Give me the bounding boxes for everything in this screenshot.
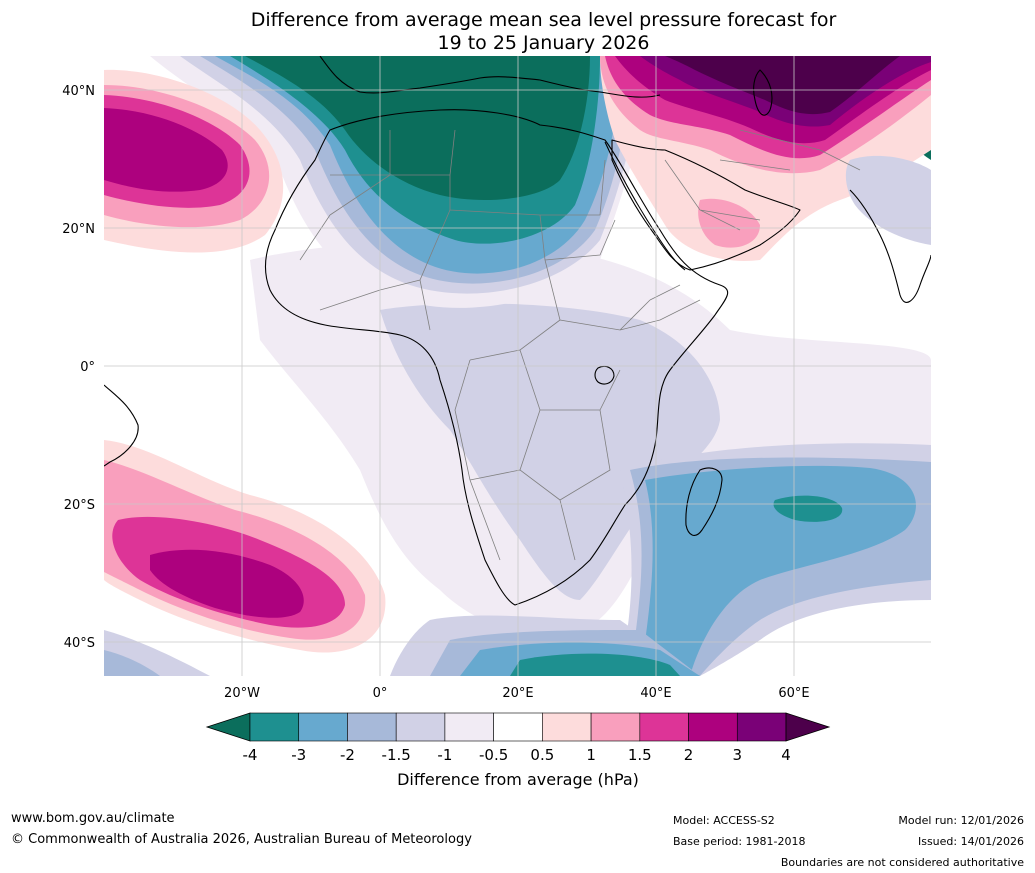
redsea-coast bbox=[604, 141, 686, 271]
south-america-coast bbox=[104, 384, 139, 467]
anomaly-neg15-sw bbox=[104, 650, 160, 676]
base-period: Base period: 1981-2018 bbox=[673, 835, 806, 848]
title-line-2: 19 to 25 January 2026 bbox=[437, 32, 650, 54]
colorbar-swatch bbox=[347, 712, 397, 742]
colorbar-tick-label: -3 bbox=[291, 746, 306, 764]
arabia-coast bbox=[611, 139, 801, 271]
colorbar-tick-label: 0.5 bbox=[530, 746, 554, 764]
map-area[interactable] bbox=[104, 56, 931, 676]
lat-label-40n: 40°N bbox=[62, 84, 95, 99]
colorbar-swatch bbox=[736, 712, 787, 742]
anomaly-pos2-natl bbox=[104, 108, 228, 192]
anomaly-neg-tibet bbox=[845, 155, 931, 245]
colorbar-tick-label: 1 bbox=[586, 746, 596, 764]
footer-run-info: Model run: 12/01/2026 Issued: 14/01/2026… bbox=[781, 810, 1024, 873]
colorbar-swatch bbox=[639, 712, 689, 742]
colorbar: -4 -3 -2 -1.5 -1 -0.5 0.5 1 1.5 2 3 4 bbox=[205, 712, 831, 764]
lon-label-60e: 60°E bbox=[778, 686, 809, 701]
lon-label-20w: 20°W bbox=[224, 686, 260, 701]
anomaly-pos2-satl bbox=[150, 549, 304, 618]
colorbar-arrow-low bbox=[205, 712, 251, 742]
model-name: Model: ACCESS-S2 bbox=[673, 814, 775, 827]
colorbar-swatch bbox=[298, 712, 348, 742]
model-run-date: Model run: 12/01/2026 bbox=[898, 814, 1024, 827]
longitude-labels: 20°W 0° 20°E 40°E 60°E bbox=[224, 686, 810, 701]
colorbar-tick-label: -4 bbox=[243, 746, 258, 764]
issued-date: Issued: 14/01/2026 bbox=[917, 835, 1024, 848]
latitude-labels: 40°N 20°N 0° 20°S 40°S bbox=[62, 84, 95, 651]
website-link[interactable]: www.bom.gov.au/climate bbox=[11, 811, 175, 826]
anomaly-neg3-south bbox=[510, 653, 680, 676]
colorbar-arrow-high bbox=[785, 712, 831, 742]
anomaly-neg3-madagascar-east bbox=[773, 495, 843, 522]
lat-label-0: 0° bbox=[80, 360, 95, 375]
lat-label-20n: 20°N bbox=[62, 222, 95, 237]
colorbar-swatch bbox=[493, 712, 543, 742]
footer-model-info: Model: ACCESS-S2 Base period: 1981-2018 bbox=[673, 810, 805, 852]
africa-coast bbox=[264, 109, 729, 606]
colorbar-tick-label: -1 bbox=[437, 746, 452, 764]
colorbar-tick-label: 2 bbox=[684, 746, 694, 764]
lat-label-20s: 20°S bbox=[64, 498, 95, 513]
coastlines bbox=[104, 56, 931, 606]
colorbar-tick-label: -2 bbox=[340, 746, 355, 764]
colorbar-tick-label: 1.5 bbox=[628, 746, 652, 764]
boundaries-disclaimer: Boundaries are not considered authoritat… bbox=[780, 856, 1024, 869]
colorbar-swatch bbox=[688, 712, 738, 742]
lat-label-40s: 40°S bbox=[64, 636, 95, 651]
colorbar-tick-label: 3 bbox=[732, 746, 742, 764]
chart-title: Difference from average mean sea level p… bbox=[0, 9, 1035, 55]
colorbar-swatch bbox=[395, 712, 446, 742]
lon-label-0: 0° bbox=[373, 686, 388, 701]
madagascar-coast bbox=[685, 467, 723, 536]
europe-coast bbox=[319, 56, 661, 98]
anomaly-pos4-me bbox=[665, 56, 900, 115]
copyright-text: © Commonwealth of Australia 2026, Austra… bbox=[11, 832, 472, 847]
colorbar-swatch bbox=[542, 712, 592, 742]
lon-label-20e: 20°E bbox=[502, 686, 533, 701]
country-borders bbox=[299, 129, 861, 561]
caspian-coast bbox=[753, 69, 773, 116]
border-lines bbox=[299, 129, 861, 561]
colorbar-tick-label: -1.5 bbox=[382, 746, 411, 764]
title-line-1: Difference from average mean sea level p… bbox=[250, 9, 837, 31]
colorbar-swatch bbox=[590, 712, 641, 742]
anomaly-neg4-north bbox=[245, 56, 590, 200]
colorbar-swatch bbox=[249, 712, 300, 742]
map-figure: 40°N 20°N 0° 20°S 40°S 20°W 0° 20°E 40°E… bbox=[62, 56, 931, 789]
gridlines bbox=[104, 56, 931, 676]
colorbar-tick-label: -0.5 bbox=[479, 746, 508, 764]
colorbar-swatch bbox=[444, 712, 494, 742]
anomaly-pos1-arabia bbox=[698, 198, 760, 248]
colorbar-tick-label: 4 bbox=[781, 746, 791, 764]
colorbar-label: Difference from average (hPa) bbox=[397, 770, 639, 789]
lon-label-40e: 40°E bbox=[640, 686, 671, 701]
footer-left: www.bom.gov.au/climate © Commonwealth of… bbox=[11, 808, 472, 850]
lake-victoria bbox=[594, 365, 615, 385]
india-coast bbox=[849, 189, 931, 303]
